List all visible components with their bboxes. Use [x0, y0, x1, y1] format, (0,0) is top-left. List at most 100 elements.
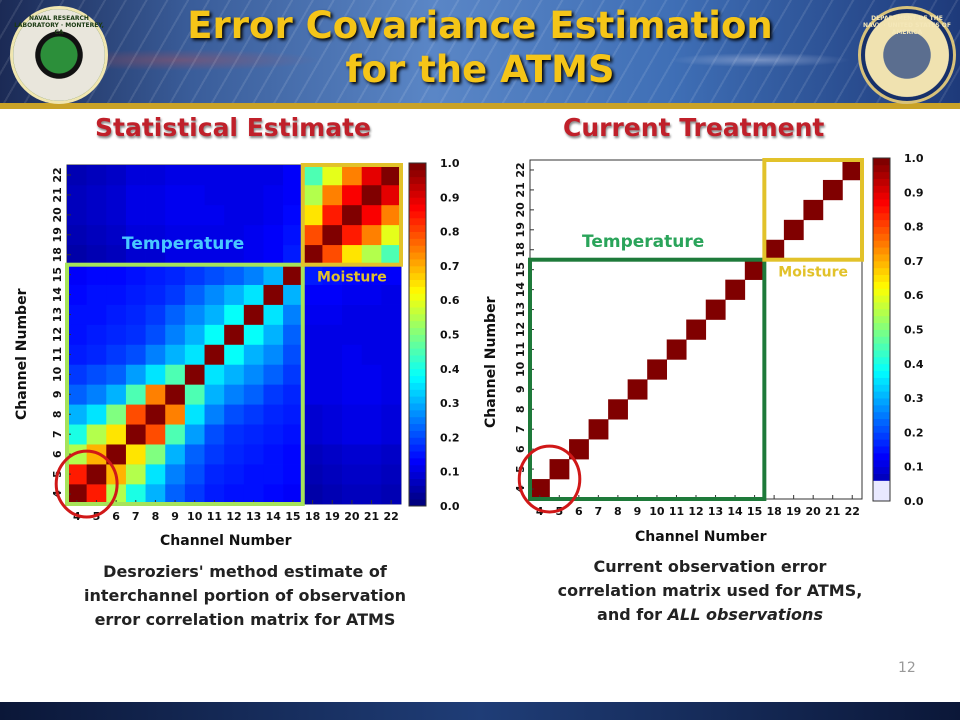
left-caption-line-2: interchannel portion of observation	[83, 586, 407, 605]
heatmap-cell	[86, 244, 107, 266]
heatmap-cell	[125, 184, 146, 206]
colorbar-segment	[409, 375, 426, 383]
heatmap-cell	[263, 344, 284, 365]
heatmap-cell	[381, 404, 402, 425]
heatmap-cell	[67, 204, 87, 226]
heatmap-cell	[204, 404, 225, 425]
heatmap-cell	[67, 344, 87, 365]
heatmap-cell	[243, 244, 264, 266]
heatmap-cell	[725, 279, 746, 300]
heatmap-cell	[822, 179, 843, 201]
x-tick-label: 8	[614, 505, 622, 518]
heatmap-cell	[145, 324, 166, 345]
heatmap-cell	[302, 484, 323, 505]
heatmap-cell	[263, 404, 284, 425]
colorbar-tick-label: 0.7	[904, 255, 924, 268]
nrl-seal-text: NAVAL RESEARCH LABORATORY · MONTEREY, CA	[14, 15, 104, 36]
heatmap-cell	[342, 264, 363, 285]
heatmap-cell	[184, 444, 205, 465]
colorbar-segment	[409, 224, 426, 232]
heatmap-cell	[106, 324, 127, 345]
colorbar-segment	[873, 240, 890, 248]
heatmap-cell	[842, 160, 863, 181]
heatmap-cell	[224, 384, 245, 405]
colorbar-segment	[873, 411, 890, 420]
colorbar-segment	[873, 487, 890, 495]
heatmap-cell	[86, 184, 107, 206]
colorbar-segment	[873, 336, 890, 344]
y-tick-label: 22	[51, 167, 64, 182]
colorbar-segment	[409, 471, 426, 479]
colorbar-segment	[873, 233, 890, 241]
heatmap-cell	[125, 324, 146, 345]
temperature-box	[528, 257, 767, 501]
heatmap-cell	[106, 384, 127, 405]
heatmap-cell	[243, 184, 264, 206]
colorbar-frame	[872, 157, 891, 502]
heatmap-cell	[204, 424, 225, 445]
heatmap-cell	[165, 364, 186, 385]
colorbar-segment	[409, 334, 426, 342]
heatmap-cell	[302, 165, 323, 186]
colorbar-tick-label: 1.0	[904, 152, 924, 165]
heatmap-cell	[86, 165, 107, 186]
y-tick-label: 20	[51, 207, 64, 223]
heatmap-cell	[705, 299, 726, 320]
heatmap-cell	[67, 324, 87, 345]
heatmap-cell	[549, 459, 570, 480]
x-tick-label: 7	[595, 505, 603, 518]
x-tick-label: 8	[152, 510, 160, 523]
x-tick-label: 20	[806, 505, 822, 518]
y-tick-label: 21	[51, 187, 64, 202]
colorbar-tick-label: 0.1	[440, 466, 460, 479]
heatmap-cell	[243, 404, 264, 425]
colorbar-segment	[409, 444, 426, 452]
colorbar-segment	[873, 178, 890, 186]
heatmap-cell	[184, 464, 205, 485]
heatmap-cell	[361, 244, 382, 266]
heatmap-cell	[283, 224, 304, 246]
y-tick-label: 11	[51, 347, 64, 362]
heatmap-cell	[165, 444, 186, 465]
x-tick-label: 12	[226, 510, 241, 523]
heatmap-cell	[263, 324, 284, 345]
heatmap-cell	[106, 284, 127, 305]
heatmap-cell	[106, 264, 127, 285]
heatmap-cell	[342, 484, 363, 505]
heatmap-cell	[302, 264, 323, 285]
y-tick-label: 6	[514, 445, 527, 453]
y-tick-label: 7	[51, 430, 64, 438]
y-tick-label: 14	[514, 282, 527, 298]
heatmap-cell	[165, 244, 186, 266]
y-tick-label: 14	[51, 287, 64, 303]
colorbar-segment	[409, 307, 426, 315]
heatmap-cell	[361, 424, 382, 445]
x-tick-label: 18	[305, 510, 320, 523]
slide-number: 12	[898, 660, 916, 676]
heatmap-cell	[283, 344, 304, 365]
heatmap-cell	[145, 264, 166, 285]
heatmap-cell	[165, 484, 186, 505]
heatmap-cell	[322, 444, 343, 465]
heatmap-cell	[361, 344, 382, 365]
heatmap-cell	[283, 244, 304, 266]
heatmap-cell	[302, 284, 323, 305]
x-tick-label: 11	[669, 505, 684, 518]
heatmap-cell	[342, 304, 363, 325]
heatmap-cell	[224, 484, 245, 505]
heatmap-cell	[204, 464, 225, 485]
colorbar-segment	[409, 293, 426, 301]
heatmap-cell	[342, 464, 363, 485]
colorbar-tick-label: 0.6	[440, 294, 460, 307]
y-tick-label: 15	[51, 267, 64, 282]
heatmap-cell	[106, 364, 127, 385]
heatmap-cell	[106, 304, 127, 325]
heatmap-cell	[184, 264, 205, 285]
heatmap-cell	[302, 384, 323, 405]
heatmap-cell	[361, 264, 382, 285]
heatmap-cell	[184, 424, 205, 445]
heatmap-cell	[381, 284, 402, 305]
heatmap-cell	[184, 344, 205, 365]
heatmap-cell	[243, 384, 264, 405]
colorbar-tick-label: 0.4	[440, 363, 460, 376]
